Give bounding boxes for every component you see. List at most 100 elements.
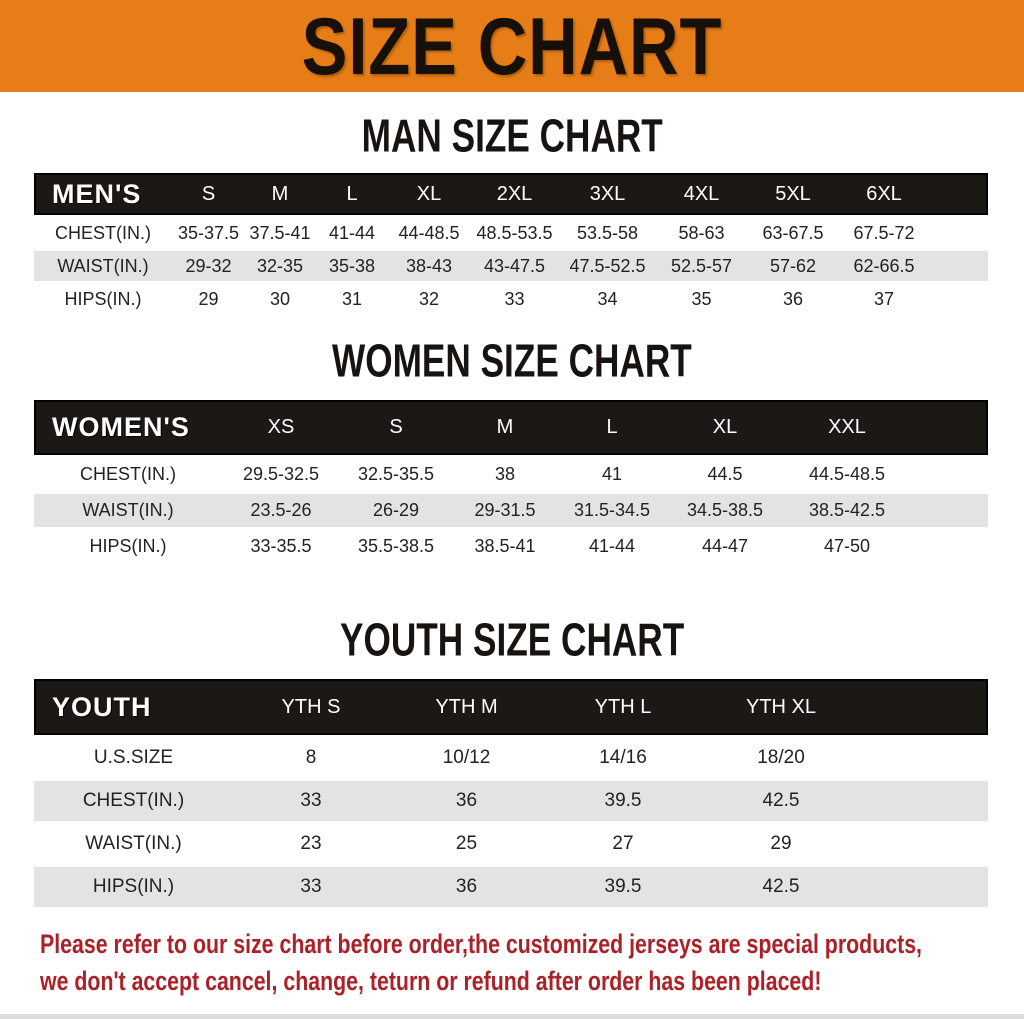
table-cell: 33 bbox=[469, 284, 560, 314]
table-cell: 32.5-35.5 bbox=[340, 458, 452, 491]
column-header: 2XL bbox=[469, 173, 560, 215]
table-cell: 18/20 bbox=[702, 738, 860, 778]
table-cell: 29 bbox=[172, 284, 245, 314]
table-cell: 32-35 bbox=[245, 251, 315, 281]
header-filler-cell bbox=[930, 173, 988, 215]
disclaimer-note: Please refer to our size chart before or… bbox=[0, 926, 1024, 1000]
table-cell: 33 bbox=[233, 867, 389, 907]
row-label: CHEST(IN.) bbox=[34, 218, 172, 248]
filler-cell bbox=[860, 781, 988, 821]
row-label: WAIST(IN.) bbox=[34, 494, 222, 527]
table-cell: 33 bbox=[233, 781, 389, 821]
table-cell: 29.5-32.5 bbox=[222, 458, 340, 491]
column-header: XXL bbox=[784, 400, 910, 455]
table-cell: 43-47.5 bbox=[469, 251, 560, 281]
table-cell: 57-62 bbox=[748, 251, 838, 281]
table-row: CHEST(IN.) 33 36 39.5 42.5 bbox=[34, 781, 988, 821]
filler-cell bbox=[930, 218, 988, 248]
women-heading-text: WOMEN SIZE CHART bbox=[332, 335, 692, 388]
column-header: 4XL bbox=[655, 173, 748, 215]
mens-size-table: MEN'S S M L XL 2XL 3XL 4XL 5XL 6XL CHEST(IN.) 35-37… bbox=[34, 170, 988, 317]
table-cell: 29-31.5 bbox=[452, 494, 558, 527]
man-heading-text: MAN SIZE CHART bbox=[361, 110, 663, 163]
filler-cell bbox=[910, 494, 988, 527]
table-cell: 31.5-34.5 bbox=[558, 494, 666, 527]
table-cell: 48.5-53.5 bbox=[469, 218, 560, 248]
table-cell: 38.5-41 bbox=[452, 530, 558, 563]
table-cell: 39.5 bbox=[544, 867, 702, 907]
filler-cell bbox=[860, 867, 988, 907]
row-label: CHEST(IN.) bbox=[34, 781, 233, 821]
size-chart-banner: SIZE CHART bbox=[0, 0, 1024, 92]
row-label: HIPS(IN.) bbox=[34, 530, 222, 563]
table-group-label: WOMEN'S bbox=[34, 400, 222, 455]
table-cell: 36 bbox=[389, 781, 544, 821]
column-header: S bbox=[172, 173, 245, 215]
table-row: WAIST(IN.) 23 25 27 29 bbox=[34, 824, 988, 864]
disclaimer-line-2: we don't accept cancel, change, teturn o… bbox=[40, 966, 822, 996]
table-cell: 26-29 bbox=[340, 494, 452, 527]
table-cell: 35-38 bbox=[315, 251, 389, 281]
table-cell: 36 bbox=[748, 284, 838, 314]
table-cell: 58-63 bbox=[655, 218, 748, 248]
banner-title: SIZE CHART bbox=[301, 0, 723, 92]
youth-size-table: YOUTH YTH S YTH M YTH L YTH XL U.S.SIZE 8 10/12… bbox=[34, 676, 988, 910]
table-cell: 35.5-38.5 bbox=[340, 530, 452, 563]
table-cell: 41-44 bbox=[558, 530, 666, 563]
womens-size-table: WOMEN'S XS S M L XL XXL CHEST(IN.) 29.5-32.5 32.5… bbox=[34, 397, 988, 566]
filler-cell bbox=[910, 458, 988, 491]
column-header: YTH M bbox=[389, 679, 544, 735]
row-label: WAIST(IN.) bbox=[34, 824, 233, 864]
column-header: XS bbox=[222, 400, 340, 455]
table-cell: 62-66.5 bbox=[838, 251, 930, 281]
table-row: HIPS(IN.) 29 30 31 32 33 34 35 36 37 bbox=[34, 284, 988, 314]
table-cell: 34 bbox=[560, 284, 655, 314]
table-row: WAIST(IN.) 29-32 32-35 35-38 38-43 43-47.5 47.… bbox=[34, 251, 988, 281]
table-cell: 44.5-48.5 bbox=[784, 458, 910, 491]
column-header: L bbox=[558, 400, 666, 455]
table-cell: 23 bbox=[233, 824, 389, 864]
table-row: CHEST(IN.) 35-37.5 37.5-41 41-44 44-48.5 48.5… bbox=[34, 218, 988, 248]
filler-cell bbox=[860, 738, 988, 778]
table-row: CHEST(IN.) 29.5-32.5 32.5-35.5 38 41 44.5 44.5… bbox=[34, 458, 988, 491]
table-cell: 14/16 bbox=[544, 738, 702, 778]
disclaimer-line-1: Please refer to our size chart before or… bbox=[40, 929, 922, 959]
youth-heading-text: YOUTH SIZE CHART bbox=[339, 614, 685, 667]
table-cell: 39.5 bbox=[544, 781, 702, 821]
table-cell: 35-37.5 bbox=[172, 218, 245, 248]
column-header: L bbox=[315, 173, 389, 215]
table-cell: 53.5-58 bbox=[560, 218, 655, 248]
table-cell: 38-43 bbox=[389, 251, 469, 281]
column-header: YTH L bbox=[544, 679, 702, 735]
youth-section-heading: YOUTH SIZE CHART bbox=[0, 614, 1024, 667]
column-header: YTH S bbox=[233, 679, 389, 735]
row-label: CHEST(IN.) bbox=[34, 458, 222, 491]
table-cell: 38.5-42.5 bbox=[784, 494, 910, 527]
table-row: U.S.SIZE 8 10/12 14/16 18/20 bbox=[34, 738, 988, 778]
table-cell: 52.5-57 bbox=[655, 251, 748, 281]
table-cell: 32 bbox=[389, 284, 469, 314]
column-header: 6XL bbox=[838, 173, 930, 215]
table-header-row: WOMEN'S XS S M L XL XXL bbox=[34, 400, 988, 455]
row-label: HIPS(IN.) bbox=[34, 867, 233, 907]
table-row: WAIST(IN.) 23.5-26 26-29 29-31.5 31.5-34.5 34… bbox=[34, 494, 988, 527]
table-cell: 25 bbox=[389, 824, 544, 864]
column-header: YTH XL bbox=[702, 679, 860, 735]
table-cell: 38 bbox=[452, 458, 558, 491]
table-cell: 63-67.5 bbox=[748, 218, 838, 248]
table-cell: 36 bbox=[389, 867, 544, 907]
filler-cell bbox=[930, 284, 988, 314]
table-cell: 33-35.5 bbox=[222, 530, 340, 563]
filler-cell bbox=[910, 530, 988, 563]
women-section-heading: WOMEN SIZE CHART bbox=[0, 335, 1024, 388]
table-cell: 42.5 bbox=[702, 867, 860, 907]
table-cell: 34.5-38.5 bbox=[666, 494, 784, 527]
table-cell: 27 bbox=[544, 824, 702, 864]
filler-cell bbox=[860, 824, 988, 864]
row-label: HIPS(IN.) bbox=[34, 284, 172, 314]
header-filler-cell bbox=[860, 679, 988, 735]
table-header-row: YOUTH YTH S YTH M YTH L YTH XL bbox=[34, 679, 988, 735]
table-cell: 29 bbox=[702, 824, 860, 864]
table-header-row: MEN'S S M L XL 2XL 3XL 4XL 5XL 6XL bbox=[34, 173, 988, 215]
table-cell: 44.5 bbox=[666, 458, 784, 491]
